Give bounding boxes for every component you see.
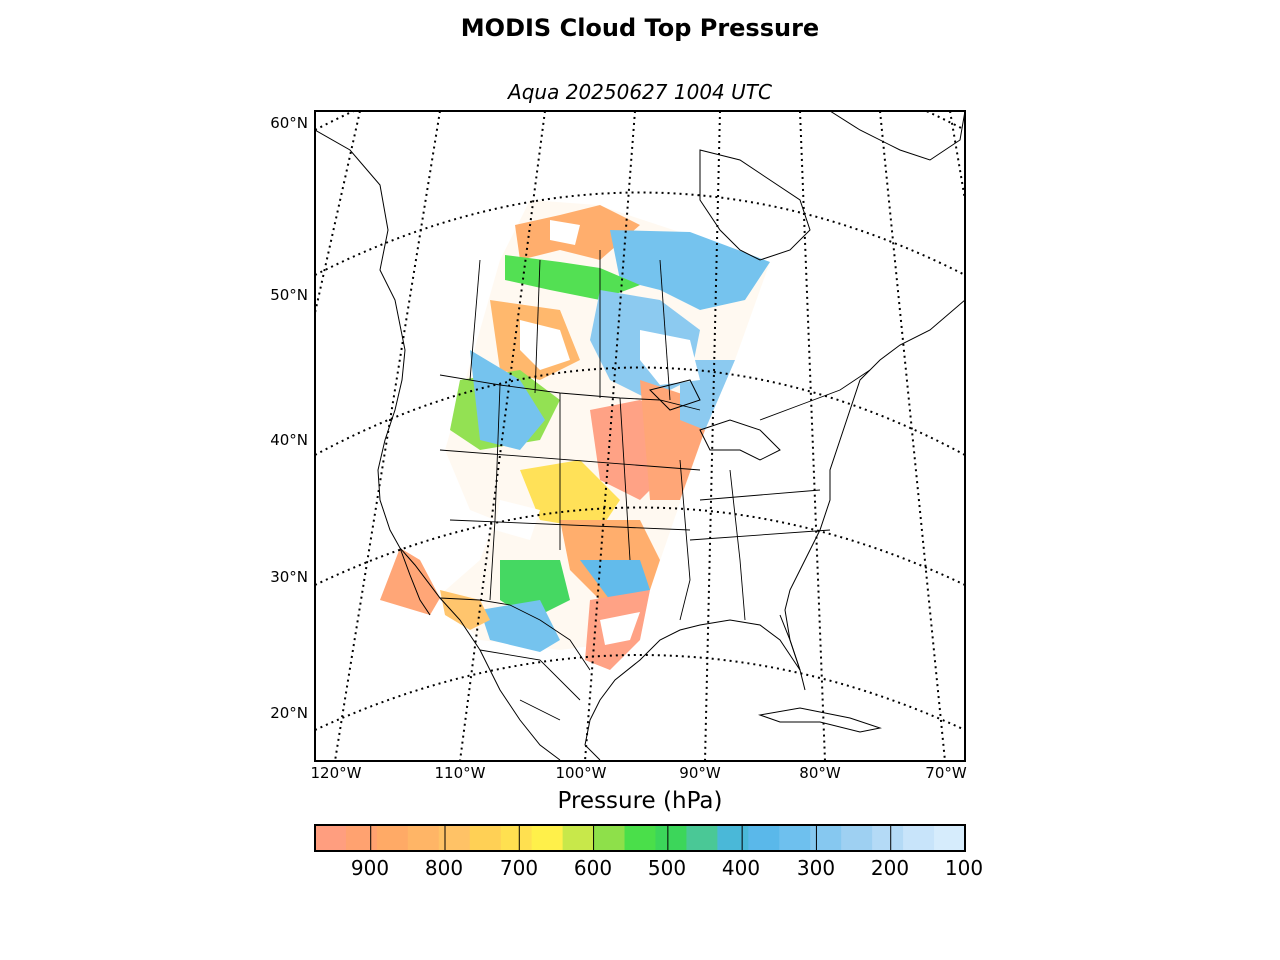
colorbar-cell <box>345 825 378 851</box>
colorbar-cell <box>779 825 811 851</box>
clear-patch-white-5 <box>550 220 580 245</box>
cloud-patch-yellow-central <box>520 460 620 530</box>
gulf-coast <box>584 619 801 761</box>
province-line-4 <box>469 259 481 381</box>
colorbar-cell <box>593 825 626 851</box>
graticule <box>315 111 965 761</box>
cloud-patch-salmon-baja <box>380 548 440 615</box>
colorbar-tick-100: 100 <box>944 856 984 880</box>
colorbar-frame <box>314 824 966 852</box>
meridian-100w <box>584 111 636 761</box>
cuba <box>758 707 882 733</box>
state-line-9 <box>699 489 821 501</box>
lon-label-110w: 110°W <box>434 764 486 782</box>
colorbar-tick-200: 200 <box>870 856 910 880</box>
great-lakes <box>649 379 781 461</box>
colorbar-cell <box>562 825 595 851</box>
state-line-4 <box>439 449 701 471</box>
colorbar-cell <box>315 825 347 851</box>
colorbar-tick-300: 300 <box>796 856 836 880</box>
meridian-80w <box>799 111 826 761</box>
colorbar-cells <box>315 825 966 851</box>
lat-label-20n: 20°N <box>270 704 308 722</box>
state-line-8 <box>689 529 831 541</box>
colorbar-cell <box>531 825 564 851</box>
mexico-state-lines <box>479 649 581 721</box>
colorbar <box>314 824 966 852</box>
clear-patch-white-3 <box>495 500 540 540</box>
colorbar-cell <box>407 825 440 851</box>
greenland <box>829 111 965 161</box>
cloud-patch-blue-south <box>580 560 650 600</box>
colorbar-cell <box>934 825 966 851</box>
colorbar-tick-600: 600 <box>573 856 613 880</box>
parallel-20n <box>315 654 965 731</box>
state-line-6 <box>679 459 691 621</box>
baja-coast <box>399 547 431 616</box>
lat-label-30n: 30°N <box>270 568 308 586</box>
colorbar-cell <box>469 825 502 851</box>
colorbar-cell <box>686 825 718 851</box>
colorbar-label: Pressure (hPa) <box>557 788 723 814</box>
colorbar-tick-500: 500 <box>647 856 687 880</box>
colorbar-cell <box>841 825 873 851</box>
florida <box>779 614 806 691</box>
parallel-30n <box>315 506 965 586</box>
state-line-1 <box>489 384 501 601</box>
cloud-patch-blue-west <box>470 350 545 450</box>
colorbar-tick-400: 400 <box>721 856 761 880</box>
province-line-1 <box>534 259 541 394</box>
colorbar-cell <box>500 825 533 851</box>
lon-label-120w: 120°W <box>310 764 362 782</box>
lon-label-70w: 70°W <box>925 764 967 782</box>
us-mexico-border <box>439 597 591 671</box>
us-canada-border <box>439 374 701 411</box>
us-canada-border-east <box>759 369 871 421</box>
colorbar-tick-700: 700 <box>499 856 539 880</box>
clear-patch-white-4 <box>600 612 640 645</box>
east-coast <box>784 299 965 671</box>
meridian-110w <box>459 111 546 761</box>
colorbar-cell <box>810 825 842 851</box>
lon-label-80w: 80°W <box>799 764 841 782</box>
map-title: MODIS Cloud Top Pressure <box>460 14 820 42</box>
colorbar-tick-900: 900 <box>350 856 390 880</box>
political-borders <box>439 250 871 721</box>
lat-label-60n: 60°N <box>270 114 308 132</box>
meridian-60w <box>949 111 965 206</box>
colorbar-cell <box>748 825 780 851</box>
cloud-patch-green-north <box>505 255 640 300</box>
colorbar-cell <box>624 825 656 851</box>
map-frame <box>314 110 966 762</box>
map-subtitle: Aqua 20250627 1004 UTC <box>508 80 772 104</box>
parallel-50n <box>315 191 965 276</box>
lat-label-50n: 50°N <box>270 286 308 304</box>
cloud-patch-blue-southwest <box>480 600 560 652</box>
colorbar-tick-800: 800 <box>424 856 464 880</box>
meridian-120w <box>334 111 441 761</box>
state-line-3 <box>619 397 631 561</box>
colorbar-cell <box>872 825 904 851</box>
meridian-70w <box>879 111 946 761</box>
clear-patch-white-2 <box>640 330 700 385</box>
map-plot-area <box>315 111 965 761</box>
state-line-7 <box>729 469 746 621</box>
meridian-90w <box>704 111 721 761</box>
hudson-bay <box>699 149 811 261</box>
colorbar-cell <box>376 825 409 851</box>
clear-patch-white-1 <box>520 320 570 370</box>
colorbar-cell <box>438 825 471 851</box>
lat-label-40n: 40°N <box>270 431 308 449</box>
colorbar-cell <box>717 825 749 851</box>
state-line-5 <box>449 519 691 531</box>
colorbar-cell <box>903 825 935 851</box>
cloud-patch-blue-north <box>610 230 770 310</box>
lon-label-100w: 100°W <box>555 764 607 782</box>
lon-label-90w: 90°W <box>679 764 721 782</box>
province-line-3 <box>659 259 671 401</box>
colorbar-cell <box>655 825 687 851</box>
